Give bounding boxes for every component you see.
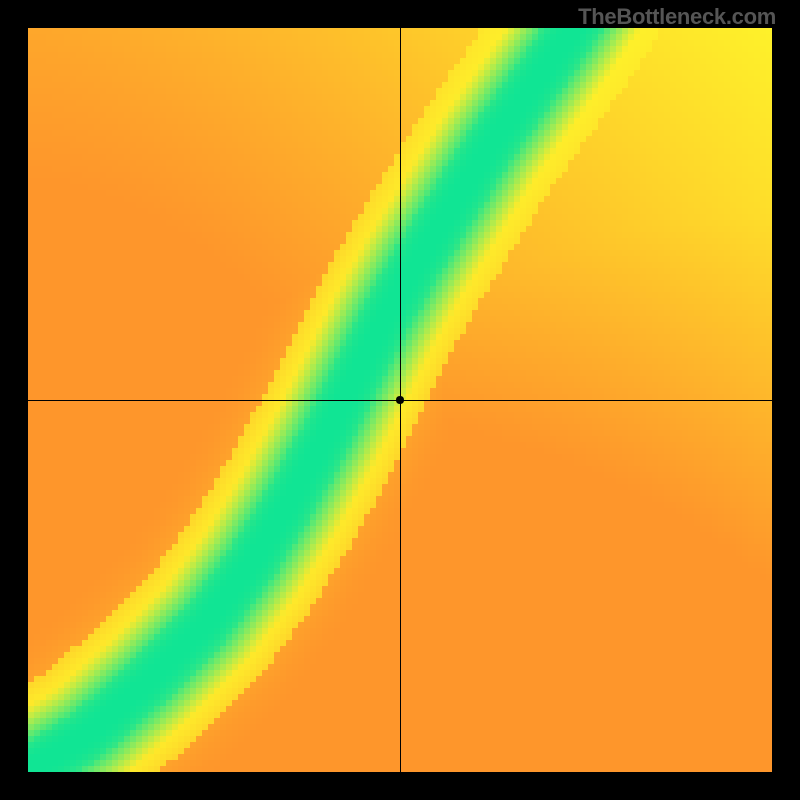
watermark-text: TheBottleneck.com (578, 4, 776, 30)
plot-area (28, 28, 772, 772)
heatmap-canvas (28, 28, 772, 772)
frame: TheBottleneck.com (0, 0, 800, 800)
